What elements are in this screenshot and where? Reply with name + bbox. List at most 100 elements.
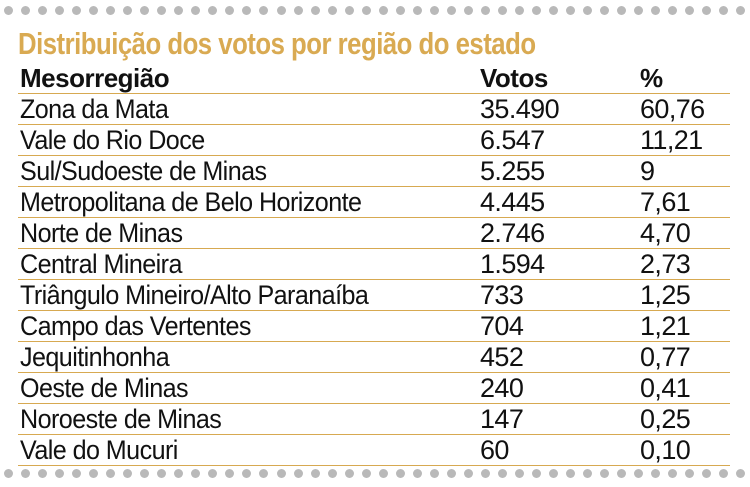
- dot: [719, 5, 729, 15]
- percent-cell: 0,25: [638, 403, 730, 435]
- dot: [429, 468, 439, 478]
- percent-cell: 1,25: [638, 279, 730, 311]
- table-row: Zona da Mata 35.490 60,76: [18, 93, 730, 125]
- table-row: Vale do Rio Doce 6.547 11,21: [18, 124, 730, 156]
- dot: [208, 5, 218, 15]
- dot: [617, 468, 627, 478]
- mesorregiao-cell: Vale do Rio Doce: [18, 124, 478, 156]
- mesorregiao-cell: Campo das Vertentes: [18, 310, 478, 342]
- dot: [651, 5, 661, 15]
- votos-cell: 6.547: [478, 124, 638, 156]
- dot: [583, 468, 593, 478]
- dot: [259, 5, 269, 15]
- table-row: Campo das Vertentes 704 1,21: [18, 310, 730, 342]
- table-row: Vale do Mucuri 60 0,10: [18, 434, 730, 466]
- percent-cell: 11,21: [638, 124, 730, 156]
- mesorregiao-cell: Oeste de Minas: [18, 372, 478, 404]
- dot: [344, 468, 354, 478]
- dot: [276, 5, 286, 15]
- table-row: Central Mineira 1.594 2,73: [18, 248, 730, 280]
- header-percent: %: [638, 63, 730, 94]
- dot: [566, 5, 576, 15]
- header-row: Mesorregião Votos %: [18, 63, 730, 94]
- table-row: Norte de Minas 2.746 4,70: [18, 217, 730, 249]
- dot: [531, 468, 541, 478]
- dot: [21, 5, 31, 15]
- dot: [685, 5, 695, 15]
- dot: [157, 468, 167, 478]
- mesorregiao-cell: Sul/Sudoeste de Minas: [18, 155, 478, 187]
- dot: [583, 5, 593, 15]
- dot: [514, 5, 524, 15]
- dot: [480, 5, 490, 15]
- dot: [293, 5, 303, 15]
- table-row: Oeste de Minas 240 0,41: [18, 372, 730, 404]
- percent-cell: 2,73: [638, 248, 730, 280]
- dot: [38, 5, 48, 15]
- dot: [259, 468, 269, 478]
- dot: [446, 5, 456, 15]
- dot: [208, 468, 218, 478]
- votos-cell: 2.746: [478, 217, 638, 249]
- dot: [497, 5, 507, 15]
- mesorregiao-cell: Triângulo Mineiro/Alto Paranaíba: [18, 279, 478, 311]
- votos-cell: 1.594: [478, 248, 638, 280]
- votes-table: Mesorregião Votos % Zona da Mata 35.490 60…: [18, 63, 730, 466]
- dot: [412, 5, 422, 15]
- dot: [719, 468, 729, 478]
- dot: [463, 468, 473, 478]
- votos-cell: 147: [478, 403, 638, 435]
- dot: [55, 5, 65, 15]
- dot: [361, 468, 371, 478]
- dot: [38, 468, 48, 478]
- mesorregiao-cell: Zona da Mata: [18, 93, 478, 125]
- dot: [327, 468, 337, 478]
- dot: [242, 5, 252, 15]
- dot: [327, 5, 337, 15]
- table-row: Noroeste de Minas 147 0,25: [18, 403, 730, 435]
- dot: [549, 5, 558, 15]
- percent-cell: 7,61: [638, 186, 730, 218]
- percent-cell: 4,70: [638, 217, 730, 249]
- dot: [378, 468, 388, 478]
- dot: [72, 468, 82, 478]
- table-row: Metropolitana de Belo Horizonte 4.445 7,61: [18, 186, 730, 218]
- dot: [395, 468, 405, 478]
- dot: [157, 5, 167, 15]
- dot: [617, 5, 627, 15]
- dot: [225, 5, 235, 15]
- dot: [89, 5, 99, 15]
- percent-cell: 0,41: [638, 372, 730, 404]
- mesorregiao-cell: Vale do Mucuri: [18, 434, 478, 466]
- dot: [429, 5, 439, 15]
- dot: [412, 468, 422, 478]
- dot: [378, 5, 388, 15]
- dot: [736, 468, 746, 478]
- header-mesorregiao: Mesorregião: [18, 63, 478, 94]
- dot: [685, 468, 695, 478]
- dot: [225, 468, 235, 478]
- mesorregiao-cell: Metropolitana de Belo Horizonte: [18, 186, 478, 218]
- dot: [600, 5, 610, 15]
- dot: [531, 5, 541, 15]
- dot: [702, 5, 712, 15]
- dot: [668, 468, 678, 478]
- votos-cell: 452: [478, 341, 638, 373]
- dot: [361, 5, 371, 15]
- dot: [174, 5, 184, 15]
- top-dotted-border: [0, 3, 750, 17]
- dot: [668, 5, 678, 15]
- dot: [497, 468, 507, 478]
- dot: [634, 468, 644, 478]
- percent-cell: 60,76: [638, 93, 730, 125]
- dot: [600, 468, 610, 478]
- dot: [191, 5, 201, 15]
- table-row: Triângulo Mineiro/Alto Paranaíba 733 1,25: [18, 279, 730, 311]
- dot: [140, 468, 150, 478]
- dot: [549, 468, 558, 478]
- dot: [480, 468, 490, 478]
- bottom-dotted-border: [0, 466, 750, 480]
- dot: [463, 5, 473, 15]
- dot: [106, 468, 116, 478]
- dot: [344, 5, 354, 15]
